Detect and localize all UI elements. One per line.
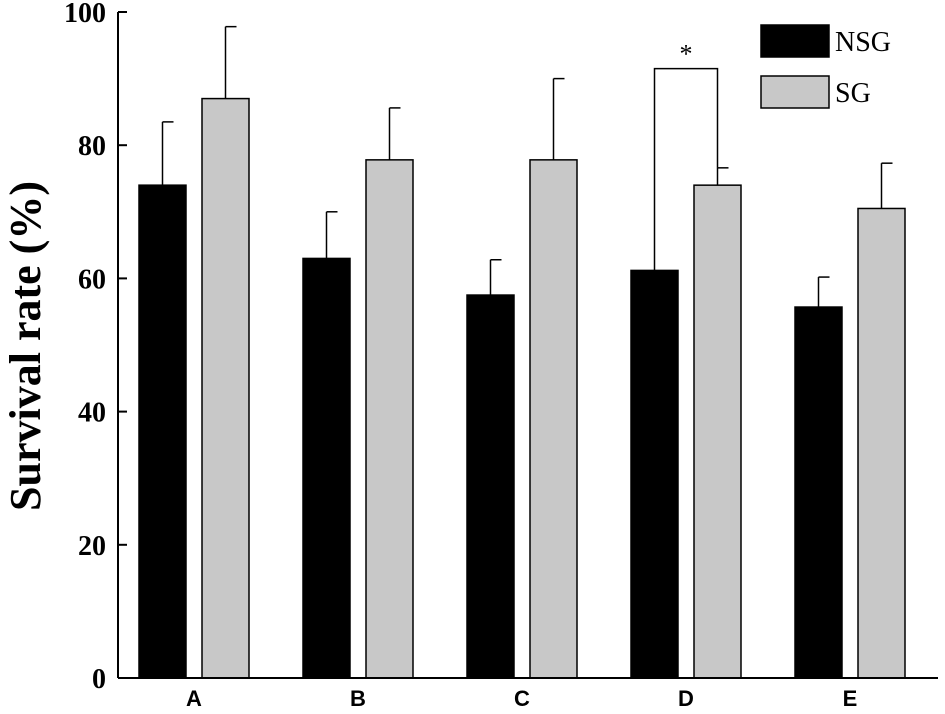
bar-nsg-d (630, 269, 679, 679)
bar-sg-a (201, 97, 250, 679)
bar-sg-d (693, 184, 742, 679)
x-category-label: D (678, 686, 694, 711)
legend-label-sg: SG (835, 78, 871, 109)
y-tick-label: 80 (78, 131, 106, 162)
bar-nsg-c (466, 294, 515, 679)
y-tick-label: 40 (78, 398, 106, 429)
significance-bracket (653, 67, 719, 271)
y-axis-ticks: 0 20 40 60 80 100 (64, 0, 127, 695)
error-bars (161, 25, 893, 308)
x-axis-categories: A B C D E (186, 686, 857, 711)
legend-label-nsg: NSG (835, 27, 891, 58)
x-category-label: C (514, 686, 530, 711)
x-category-label: A (186, 686, 202, 711)
legend: NSG SG (760, 24, 891, 109)
bar-sg-b (365, 159, 414, 679)
significance-marker: * (680, 40, 693, 69)
y-axis-title: Survival rate (%) (1, 181, 50, 511)
x-category-label: B (350, 686, 366, 711)
bar-sg-e (857, 207, 906, 679)
bar-nsg-b (302, 257, 351, 679)
y-tick-label: 100 (64, 0, 106, 29)
bar-sg-c (529, 159, 578, 679)
legend-swatch-nsg (760, 24, 830, 58)
x-category-label: E (843, 686, 858, 711)
y-tick-label: 20 (78, 531, 106, 562)
legend-swatch-sg (760, 75, 830, 109)
bar-nsg-a (138, 184, 187, 679)
annotations: * (653, 40, 719, 271)
y-tick-label: 0 (92, 664, 106, 695)
bars (138, 97, 906, 679)
y-tick-label: 60 (78, 264, 106, 295)
bar-nsg-e (794, 306, 843, 679)
